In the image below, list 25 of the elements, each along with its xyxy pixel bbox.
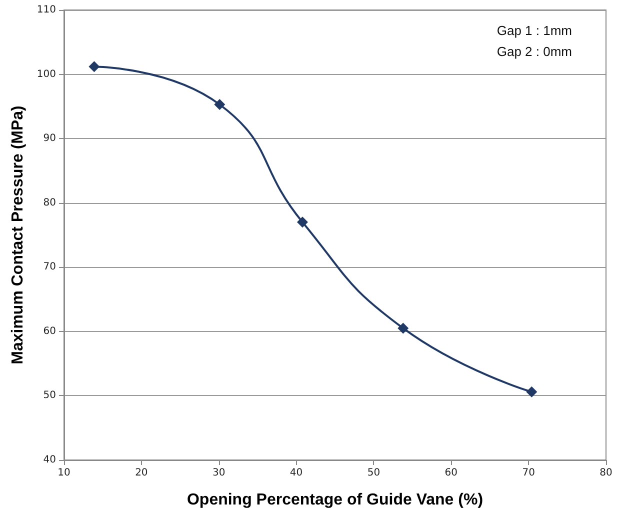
x-tick-label: 30 xyxy=(212,468,226,478)
point xyxy=(214,99,226,110)
x-tick-label: 40 xyxy=(290,468,303,478)
annotation: Gap 2 : 0mm xyxy=(496,44,572,59)
x-tick-label: 50 xyxy=(367,468,380,478)
x-tick-label: 20 xyxy=(135,468,148,478)
x-tick-label: 60 xyxy=(444,468,458,478)
y-tick-label: 70 xyxy=(43,262,56,273)
annotation: Gap 1 : 1mm xyxy=(496,23,572,38)
x-axis-title: Opening Percentage of Guide Vane (%) xyxy=(186,492,484,508)
point xyxy=(398,322,409,334)
x-tick-label: 10 xyxy=(58,468,70,478)
y-tick-label: 110 xyxy=(36,4,56,16)
y-tick-label: 40 xyxy=(43,454,56,466)
y-axis-title: Maximum Contact Pressure (MPa) xyxy=(10,106,26,364)
y-tick-label: 60 xyxy=(43,326,56,337)
point xyxy=(296,216,308,228)
x-tick-label: 80 xyxy=(600,468,612,478)
x-tick-label: 70 xyxy=(522,468,535,478)
point xyxy=(526,386,538,398)
point xyxy=(88,61,100,72)
y-tick-label: 100 xyxy=(36,68,56,80)
y-tick-label: 50 xyxy=(43,390,56,402)
y-tick-label: 80 xyxy=(43,197,56,208)
y-tick-label: 90 xyxy=(43,133,56,144)
